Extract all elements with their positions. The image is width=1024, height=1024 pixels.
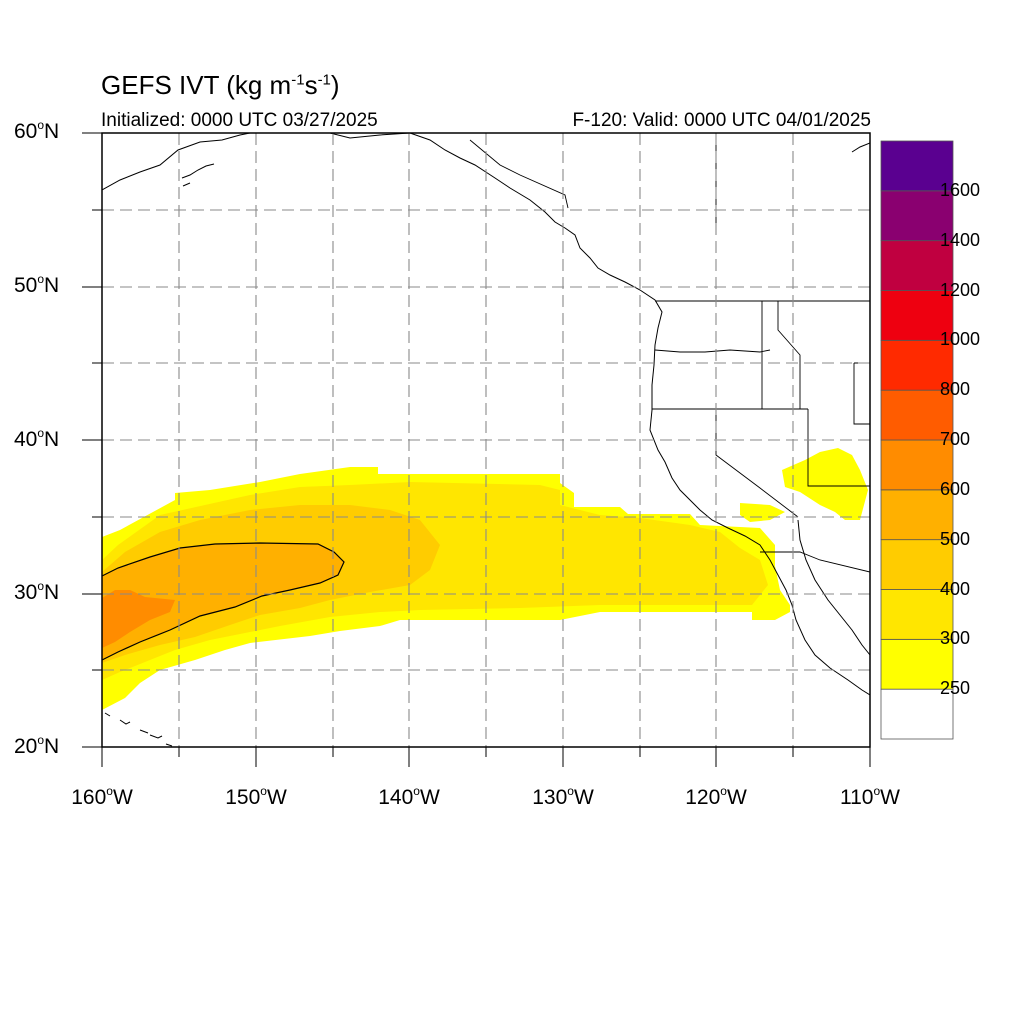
lat-label-40: 40oN [14, 426, 60, 451]
coastlines [102, 133, 870, 747]
state-border-mt [777, 301, 801, 409]
lon-label-140w: 140oW [378, 784, 440, 809]
ivt-600-region [102, 590, 175, 648]
init-time-label: Initialized: 0000 UTC 03/27/2025 [101, 110, 378, 131]
state-border-ut [807, 409, 870, 487]
axis-ticks [82, 132, 871, 767]
colorbar-swatch [880, 339, 954, 391]
colorbar-label: 250 [940, 678, 971, 699]
colorbar-swatch [880, 290, 954, 341]
colorbar-swatch [880, 439, 954, 491]
colorbar-swatch [880, 140, 954, 192]
gulf-of-california-coast [797, 519, 870, 656]
hudson-coast [851, 142, 870, 153]
colorbar-label: 400 [940, 578, 971, 599]
map-title: GEFS IVT (kg m-1s-1) [101, 70, 340, 100]
lat-label-30: 30oN [14, 579, 60, 604]
lat-label-20: 20oN [14, 733, 60, 758]
lat-label-60: 60oN [14, 118, 60, 143]
ivt-500-contour [102, 542, 345, 661]
ivt-fill [102, 448, 868, 710]
colorbar-swatch [880, 240, 954, 291]
colorbar-label: 1200 [940, 279, 981, 300]
valid-time-label: F-120: Valid: 0000 UTC 04/01/2025 [572, 110, 871, 131]
ivt-250-region [740, 503, 785, 522]
colorbar [880, 140, 954, 740]
lon-label-120w: 120oW [685, 784, 747, 809]
colorbar-swatch [880, 539, 954, 590]
colorbar-swatch [880, 190, 954, 242]
lon-label-130w: 130oW [532, 784, 594, 809]
north-america-coast [409, 133, 870, 696]
lon-label-160w: 160oW [71, 784, 133, 809]
colorbar-label: 1600 [940, 179, 981, 200]
alaska-coast-south [329, 133, 411, 139]
colorbar-swatch [880, 389, 954, 441]
colorbar-label: 500 [940, 528, 971, 549]
colorbar-label: 1000 [940, 329, 981, 350]
hawaii-islands [104, 712, 173, 747]
colorbar-swatch [880, 638, 954, 690]
gridlines [102, 133, 870, 747]
state-border-wy [853, 362, 870, 425]
aleutian-islands [181, 163, 215, 187]
bc-coast-line [469, 139, 569, 209]
colorbar-label: 1400 [940, 229, 981, 250]
colorbar-swatch [880, 688, 954, 740]
colorbar-label: 800 [940, 379, 971, 400]
lon-label-150w: 150oW [225, 784, 287, 809]
lon-label-110w: 110oW [840, 784, 900, 809]
ivt-500-region [102, 543, 344, 660]
colorbar-swatch [880, 589, 954, 640]
state-border-wa-or [654, 349, 771, 353]
us-mexico-border [760, 551, 870, 573]
lat-label-50: 50oN [14, 272, 60, 297]
state-border-ca-nv [715, 409, 799, 518]
colorbar-label: 600 [940, 478, 971, 499]
colorbar-label: 300 [940, 628, 971, 649]
alaska-coast [102, 133, 251, 191]
ivt-250-region [782, 448, 868, 520]
colorbar-label: 700 [940, 429, 971, 449]
